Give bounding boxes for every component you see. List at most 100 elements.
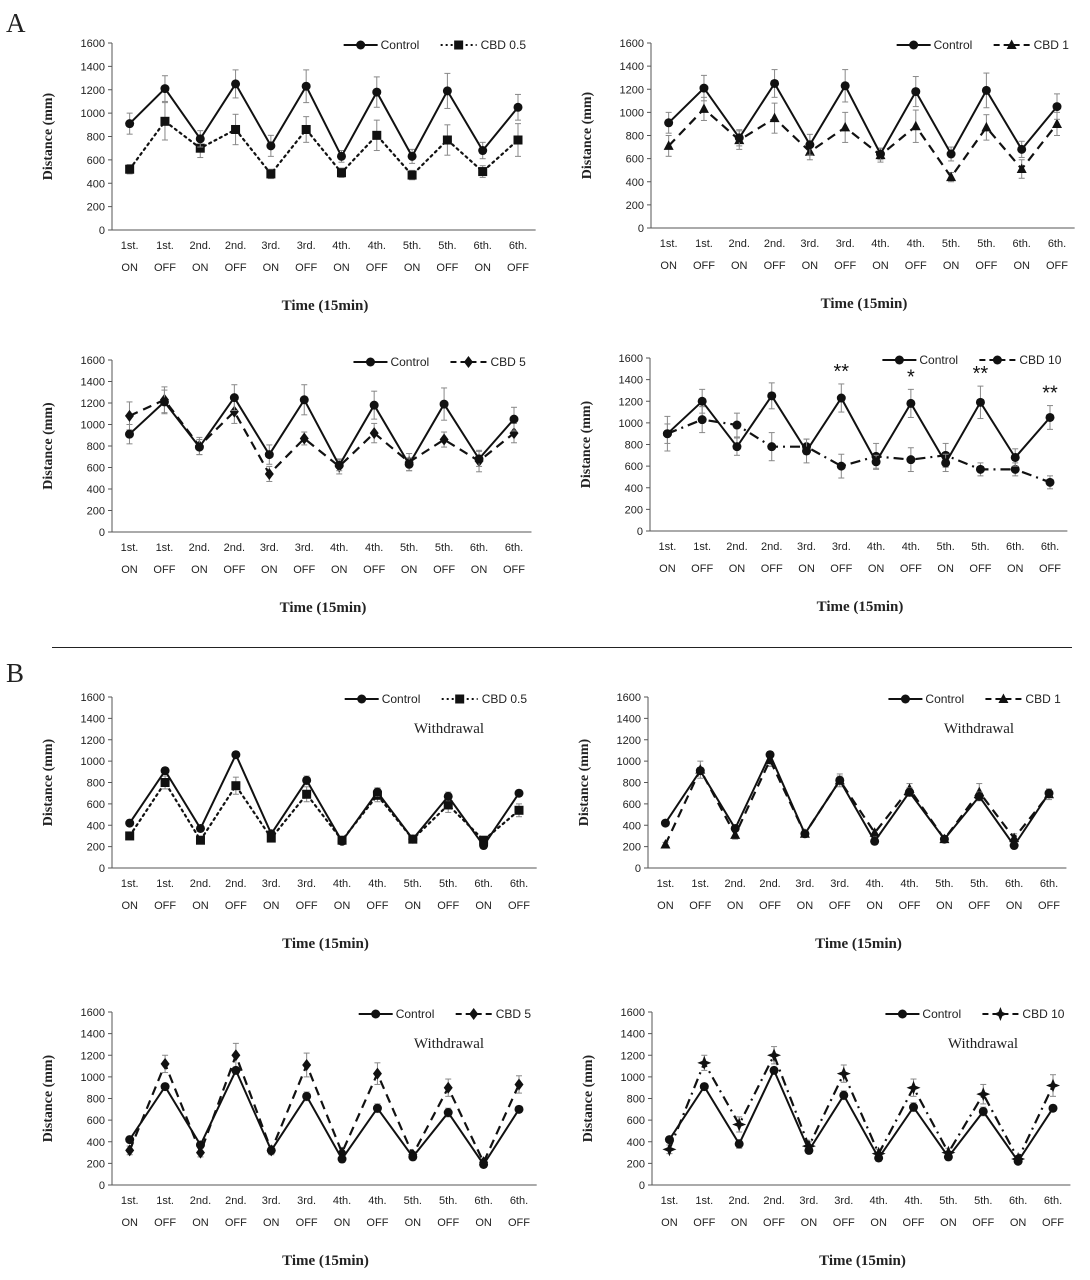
data-point [195, 835, 205, 845]
series-line [666, 418, 1051, 484]
data-point [1009, 841, 1019, 851]
y-tick-label: 0 [638, 223, 644, 235]
x-axis-title: Time (15min) [282, 1253, 369, 1269]
x-tick-label-top: 4th. [333, 1195, 351, 1207]
x-tick-label-bottom: OFF [1038, 900, 1060, 912]
data-point [906, 1080, 921, 1095]
data-point [660, 838, 671, 849]
y-tick-label: 1400 [620, 61, 644, 73]
x-tick-label-bottom: OFF [153, 564, 175, 576]
data-point [1009, 832, 1020, 843]
data-point [839, 1090, 849, 1100]
x-tick-label-bottom: ON [797, 900, 814, 912]
legend: Control CBD 10 [882, 353, 1062, 367]
data-point [302, 775, 312, 785]
x-tick-label-bottom: OFF [763, 1217, 785, 1229]
y-tick-label: 600 [87, 155, 105, 167]
legend: Control CBD 1 [888, 692, 1061, 706]
series-control [662, 382, 1055, 473]
significance-mark: ** [834, 361, 850, 383]
data-point [337, 836, 347, 846]
data-point [805, 140, 815, 150]
y-tick-label: 1600 [81, 38, 105, 50]
data-point [514, 788, 524, 798]
y-tick-label: 1600 [81, 692, 105, 704]
series-line [664, 757, 1050, 845]
x-tick-label-bottom: OFF [764, 260, 786, 272]
x-tick-label-top: 1st. [156, 240, 174, 252]
x-tick-label-top: 2nd. [190, 1195, 211, 1207]
panel-label-b: B [6, 658, 25, 688]
series-line [668, 1067, 1054, 1163]
data-point [870, 836, 880, 846]
data-point [439, 433, 449, 446]
data-point [695, 766, 705, 776]
data-point [299, 432, 309, 445]
data-point [479, 835, 489, 845]
y-tick-label: 600 [627, 1115, 645, 1127]
data-point [509, 414, 519, 424]
x-tick-label-bottom: OFF [689, 900, 711, 912]
legend: Control CBD 1 [896, 38, 1069, 52]
x-tick-label-top: 6th. [510, 878, 528, 890]
data-point [730, 829, 741, 839]
x-tick-label-bottom: OFF [225, 900, 247, 912]
x-tick-label-bottom: OFF [366, 1217, 388, 1229]
x-tick-label-top: 4th. [865, 878, 883, 890]
y-tick-label: 1200 [617, 735, 641, 747]
data-point [407, 151, 417, 161]
x-tick-label-top: 3rd. [261, 240, 280, 252]
significance-mark: ** [1042, 383, 1058, 405]
x-tick-label-bottom: OFF [366, 900, 388, 912]
data-point [697, 415, 707, 425]
x-tick-label-bottom: ON [731, 1217, 748, 1229]
data-point [697, 1055, 712, 1070]
data-point [871, 457, 881, 467]
y-tick-label: 200 [87, 506, 105, 518]
data-point [730, 823, 740, 833]
legend-label-control: Control [381, 38, 420, 52]
data-point [125, 818, 135, 828]
x-tick-label-top: 4th. [869, 1195, 887, 1207]
y-tick-label: 1200 [81, 85, 105, 97]
data-point [404, 459, 414, 469]
y-tick-label: 1000 [81, 1072, 105, 1084]
x-tick-label-top: 2nd. [764, 238, 785, 250]
series-line [128, 752, 520, 848]
data-point [981, 85, 991, 95]
data-point [231, 1049, 241, 1062]
data-point [336, 151, 346, 161]
x-tick-label-bottom: ON [334, 900, 351, 912]
x-tick-label-bottom: OFF [1046, 260, 1068, 272]
x-tick-label-top: 6th. [474, 878, 492, 890]
data-point [336, 168, 346, 178]
legend-marker-treatment [463, 356, 473, 368]
series-control [660, 750, 1054, 851]
panel-label-a: A [6, 8, 26, 38]
x-tick-label-top: 2nd. [724, 878, 745, 890]
x-tick-label-bottom: OFF [968, 900, 990, 912]
data-point [910, 120, 921, 131]
x-tick-label-bottom: ON [192, 262, 209, 274]
data-point [125, 119, 135, 129]
legend-marker-treatment [455, 694, 465, 704]
x-tick-label-top: 4th. [332, 240, 350, 252]
x-tick-label-bottom: OFF [433, 564, 455, 576]
legend-label-treatment: CBD 5 [496, 1007, 532, 1021]
data-point [699, 83, 709, 93]
legend-marker-control [357, 694, 367, 704]
y-tick-label: 1200 [81, 1050, 105, 1062]
series-control [125, 1065, 524, 1169]
x-tick-label-bottom: OFF [296, 1217, 318, 1229]
data-point [770, 78, 780, 88]
y-tick-label: 1000 [620, 107, 644, 119]
series-control [125, 69, 523, 164]
x-tick-label-bottom: ON [405, 900, 422, 912]
data-point [698, 103, 709, 113]
x-tick-label-top: 5th. [438, 240, 456, 252]
x-tick-label-top: 5th. [974, 1195, 992, 1207]
data-point [266, 1145, 276, 1155]
x-tick-label-top: 3rd. [262, 1195, 281, 1207]
x-tick-label-top: 3rd. [297, 1195, 316, 1207]
data-point [301, 81, 311, 91]
